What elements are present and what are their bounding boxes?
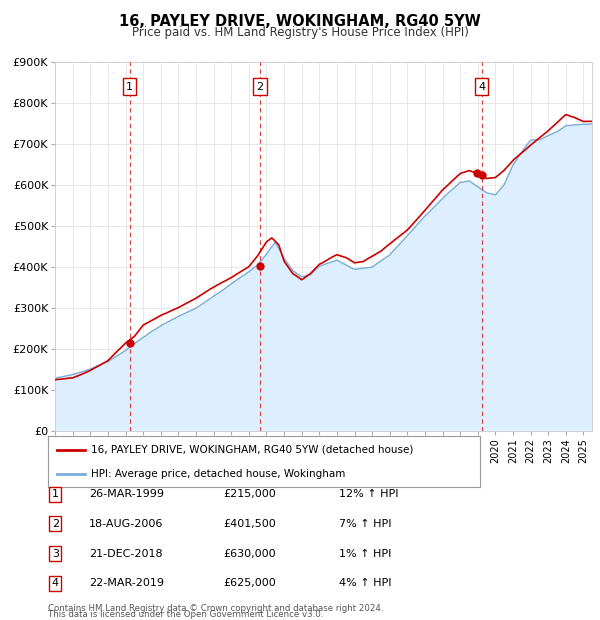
Text: 18-AUG-2006: 18-AUG-2006: [89, 519, 163, 529]
Text: 22-MAR-2019: 22-MAR-2019: [89, 578, 164, 588]
Text: 1: 1: [52, 489, 59, 499]
Text: £625,000: £625,000: [223, 578, 276, 588]
Text: 16, PAYLEY DRIVE, WOKINGHAM, RG40 5YW: 16, PAYLEY DRIVE, WOKINGHAM, RG40 5YW: [119, 14, 481, 29]
Text: £215,000: £215,000: [223, 489, 276, 499]
Text: HPI: Average price, detached house, Wokingham: HPI: Average price, detached house, Woki…: [91, 469, 346, 479]
Text: 1% ↑ HPI: 1% ↑ HPI: [339, 549, 391, 559]
Text: 3: 3: [52, 549, 59, 559]
Text: This data is licensed under the Open Government Licence v3.0.: This data is licensed under the Open Gov…: [48, 610, 323, 619]
Text: 4% ↑ HPI: 4% ↑ HPI: [339, 578, 391, 588]
Text: 26-MAR-1999: 26-MAR-1999: [89, 489, 164, 499]
Text: 2: 2: [52, 519, 59, 529]
Text: £401,500: £401,500: [223, 519, 276, 529]
Text: 1: 1: [126, 82, 133, 92]
Text: 7% ↑ HPI: 7% ↑ HPI: [339, 519, 391, 529]
Text: 4: 4: [478, 82, 485, 92]
Text: 2: 2: [256, 82, 263, 92]
Text: 12% ↑ HPI: 12% ↑ HPI: [339, 489, 398, 499]
Text: 4: 4: [52, 578, 59, 588]
Text: 21-DEC-2018: 21-DEC-2018: [89, 549, 163, 559]
Text: Price paid vs. HM Land Registry's House Price Index (HPI): Price paid vs. HM Land Registry's House …: [131, 26, 469, 39]
Text: 16, PAYLEY DRIVE, WOKINGHAM, RG40 5YW (detached house): 16, PAYLEY DRIVE, WOKINGHAM, RG40 5YW (d…: [91, 445, 413, 454]
Text: £630,000: £630,000: [223, 549, 276, 559]
Text: Contains HM Land Registry data © Crown copyright and database right 2024.: Contains HM Land Registry data © Crown c…: [48, 603, 383, 613]
